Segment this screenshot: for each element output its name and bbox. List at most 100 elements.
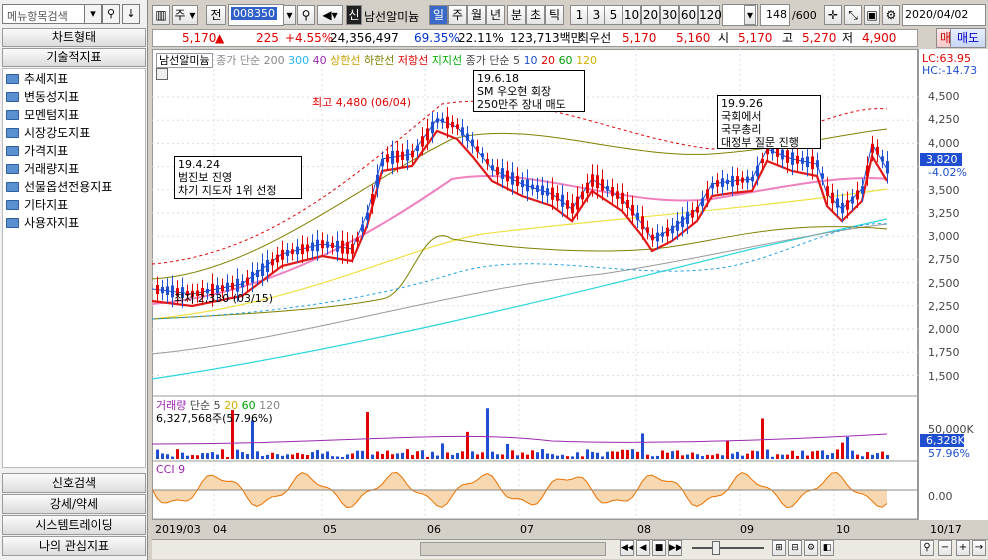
y-tick: 4,000 <box>928 137 960 150</box>
annotation-box[interactable]: 19.9.26 국회에서 국무총리 대정부 질문 진행 <box>717 95 821 149</box>
open-label: 시 <box>718 31 730 45</box>
legend-resist: 저항선 <box>397 54 429 67</box>
chart-legend: 남선알미늄 종가 단순 200 300 40 상한선 하한선 저항선 지지선 종… <box>156 52 597 68</box>
tree-item-user[interactable]: 사용자지표 <box>6 214 79 232</box>
tree-item-market-strength[interactable]: 시장강도지표 <box>6 124 90 142</box>
y-tick: 4,250 <box>928 113 960 126</box>
tab-second[interactable]: 초 <box>526 5 545 25</box>
tree-item-other[interactable]: 기타지표 <box>6 196 68 214</box>
tab-tick[interactable]: 틱 <box>545 5 564 25</box>
stock-name: 남선알미늄 <box>364 10 420 24</box>
tool-icon[interactable]: ⊞ <box>772 540 786 556</box>
y-tick: 2,500 <box>928 277 960 290</box>
volume-title: 거래량 <box>156 399 187 412</box>
chart-icon[interactable]: ▥ <box>152 5 170 25</box>
tree-item-trend[interactable]: 추세지표 <box>6 70 68 88</box>
annotation-box[interactable]: 19.6.18 SM 우오현 회장 250만주 장내 매도 <box>473 70 585 112</box>
high-marker: 최고 4,480 (06/04) <box>312 96 412 109</box>
lc-value: LC:63.95 <box>922 52 972 65</box>
interval-20[interactable]: 20 <box>641 5 660 25</box>
scrollbar[interactable] <box>420 542 606 556</box>
date-input[interactable]: 2020/04/02 <box>902 4 986 26</box>
tree-item-volume[interactable]: 거래량지표 <box>6 160 79 178</box>
tab-year[interactable]: 년 <box>486 5 505 25</box>
tab-minute[interactable]: 분 <box>507 5 526 25</box>
volume-20: 20 <box>224 399 239 412</box>
interval-dropdown-icon[interactable]: ▾ <box>744 5 756 25</box>
next-arrow-icon[interactable]: → <box>972 540 986 556</box>
strength-weakness-button[interactable]: 강세/약세 <box>2 494 146 514</box>
prev-icon[interactable]: ◀ <box>636 540 650 556</box>
price-chart-svg[interactable] <box>152 49 988 539</box>
interval-120[interactable]: 120 <box>698 5 722 25</box>
tab-day[interactable]: 일 <box>429 5 448 25</box>
best-ask: 5,170 <box>622 31 657 45</box>
folder-icon <box>6 110 19 120</box>
tool-icon[interactable]: ◧ <box>820 540 834 556</box>
folder-icon <box>6 146 19 156</box>
zoom-slider[interactable] <box>692 547 764 549</box>
plus-icon[interactable]: + <box>956 540 970 556</box>
stop-icon[interactable]: ■ <box>652 540 666 556</box>
technical-indicator-header[interactable]: 기술적지표 <box>2 48 146 67</box>
save-icon[interactable]: ▣ <box>864 5 880 25</box>
minus-icon[interactable]: − <box>938 540 952 556</box>
crosshair-icon[interactable]: ✛ <box>824 5 842 25</box>
annotation-box[interactable]: 19.4.24 범진보 진영 차기 지도자 1위 선정 <box>174 156 302 199</box>
grid-toggle-icon[interactable] <box>156 68 168 80</box>
credit-badge: 신 <box>346 5 362 25</box>
cci-line <box>152 472 918 509</box>
cci-zero: 0.00 <box>928 490 953 503</box>
indicator-tree <box>2 68 146 468</box>
x-tick: 06 <box>427 523 441 536</box>
interval-30[interactable]: 30 <box>660 5 679 25</box>
tab-month[interactable]: 월 <box>467 5 486 25</box>
search-icon[interactable]: ⚲ <box>102 4 120 24</box>
my-indicators-button[interactable]: 나의 관심지표 <box>2 536 146 556</box>
low-price: 4,900 <box>862 31 897 45</box>
visible-count-input[interactable]: 148 <box>760 4 790 26</box>
cursor-icon[interactable]: ⤡ <box>844 5 862 25</box>
stock-code-input[interactable]: 008350 <box>228 4 284 26</box>
volume-legend: 거래량 단순 5 20 60 120 <box>156 397 280 413</box>
stock-type-select[interactable]: 주 ▾ <box>172 5 198 25</box>
interval-5[interactable]: 5 <box>604 5 623 25</box>
sell-button[interactable]: 매도 <box>950 28 986 48</box>
cci-title: CCI 9 <box>156 463 186 476</box>
sound-icon[interactable]: ◀▾ <box>317 5 343 25</box>
tree-item-momentum[interactable]: 모멘텀지표 <box>6 106 79 124</box>
signal-search-button[interactable]: 신호검색 <box>2 473 146 493</box>
chart-type-header[interactable]: 차트형태 <box>2 28 146 47</box>
x-tick: 08 <box>637 523 651 536</box>
tree-item-volatility[interactable]: 변동성지표 <box>6 88 79 106</box>
interval-60[interactable]: 60 <box>679 5 698 25</box>
prev-button[interactable]: 전 <box>206 5 226 25</box>
tree-item-price[interactable]: 가격지표 <box>6 142 68 160</box>
search-icon[interactable]: ⚲ <box>297 5 315 25</box>
current-price-tag: 3,820 <box>920 153 962 166</box>
interval-10[interactable]: 10 <box>622 5 641 25</box>
legend-120: 120 <box>576 54 598 67</box>
volume-120: 120 <box>259 399 281 412</box>
total-count: /600 <box>792 9 817 22</box>
tool-icon[interactable]: ⚙ <box>804 540 818 556</box>
system-trading-button[interactable]: 시스템트레이딩 <box>2 515 146 535</box>
tree-item-futures[interactable]: 선물옵션전용지표 <box>6 178 112 196</box>
zoom-out-icon[interactable]: ⚲ <box>920 540 934 556</box>
first-icon[interactable]: ◀◀ <box>620 540 634 556</box>
annotation-line: 19.6.18 <box>477 72 519 85</box>
x-tick: 10/17 <box>930 523 962 536</box>
zoom-slider-handle[interactable] <box>712 541 720 555</box>
code-dropdown-icon[interactable]: ▾ <box>284 5 296 25</box>
x-tick: 09 <box>740 523 754 536</box>
dropdown-icon[interactable]: ▾ <box>84 4 102 24</box>
annotation-line: 19.4.24 <box>178 158 220 171</box>
next-icon[interactable]: ▶▶ <box>668 540 682 556</box>
tab-week[interactable]: 주 <box>448 5 467 25</box>
folder-icon <box>6 182 19 192</box>
settings-icon[interactable]: ⚙ <box>882 5 900 25</box>
down-arrow-icon[interactable]: ↓ <box>122 4 140 24</box>
x-tick: 04 <box>213 523 227 536</box>
hc-value: HC:-14.73 <box>922 64 978 77</box>
tool-icon[interactable]: ⊟ <box>788 540 802 556</box>
